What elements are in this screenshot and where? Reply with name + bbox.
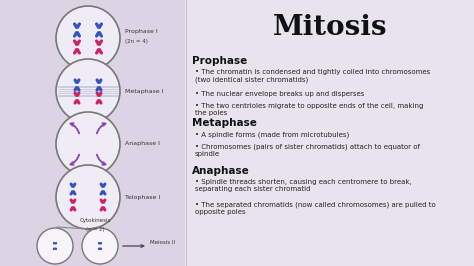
- Text: Cytokinesis: Cytokinesis: [79, 218, 111, 223]
- Circle shape: [56, 165, 120, 229]
- Text: Metaphase: Metaphase: [192, 118, 257, 128]
- Text: Prophase I: Prophase I: [125, 30, 158, 35]
- Text: • A spindle forms (made from microtubules): • A spindle forms (made from microtubule…: [195, 131, 349, 138]
- Text: Telophase I: Telophase I: [125, 194, 160, 200]
- Text: Meiosis II: Meiosis II: [150, 240, 175, 246]
- FancyBboxPatch shape: [185, 0, 474, 266]
- Circle shape: [82, 228, 118, 264]
- Text: • Spindle threads shorten, causing each centromere to break,
separating each sis: • Spindle threads shorten, causing each …: [195, 179, 412, 192]
- Text: • The chromatin is condensed and tightly coiled into chromosomes
(two identical : • The chromatin is condensed and tightly…: [195, 69, 430, 83]
- Circle shape: [37, 228, 73, 264]
- Text: (2n = 4): (2n = 4): [125, 39, 148, 44]
- Text: Mitosis: Mitosis: [273, 14, 387, 41]
- Text: • The two centrioles migrate to opposite ends of the cell, making
the poles: • The two centrioles migrate to opposite…: [195, 103, 423, 116]
- Text: • The nuclear envelope breaks up and disperses: • The nuclear envelope breaks up and dis…: [195, 91, 365, 97]
- Text: Metaphase I: Metaphase I: [125, 89, 164, 94]
- Text: • The separated chromatids (now called chromosomes) are pulled to
opposite poles: • The separated chromatids (now called c…: [195, 201, 436, 215]
- Circle shape: [56, 6, 120, 70]
- Text: Anaphase I: Anaphase I: [125, 142, 160, 147]
- Circle shape: [56, 112, 120, 176]
- Circle shape: [56, 59, 120, 123]
- Text: Anaphase: Anaphase: [192, 166, 250, 176]
- Text: Prophase: Prophase: [192, 56, 247, 66]
- Text: • Chromosomes (pairs of sister chromatids) attach to equator of
spindle: • Chromosomes (pairs of sister chromatid…: [195, 143, 420, 157]
- Text: (n = 2): (n = 2): [86, 227, 104, 232]
